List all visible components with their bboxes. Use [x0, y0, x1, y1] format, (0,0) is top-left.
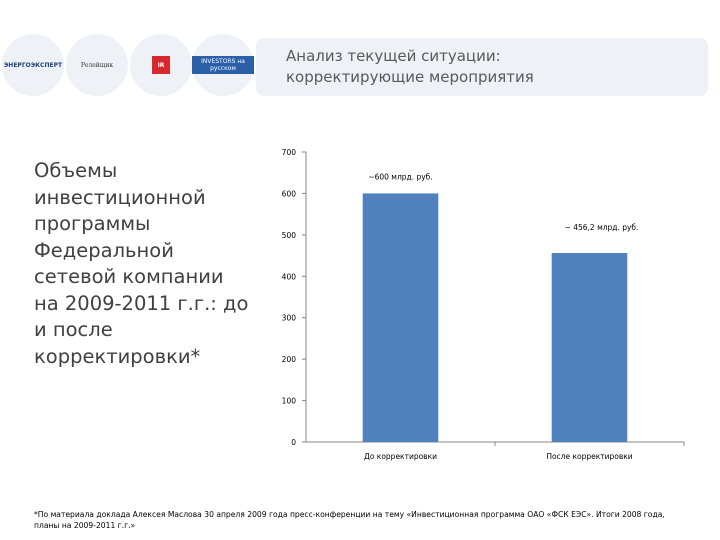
y-tick-label: 300: [282, 314, 297, 323]
source-footnote: *По материала доклада Алексея Маслова 30…: [34, 510, 665, 530]
bar-data-label: ~600 млрд. руб.: [368, 172, 432, 181]
y-tick-label: 700: [282, 148, 297, 157]
ir-logo[interactable]: IR: [130, 34, 192, 96]
x-category-label: После корректировки: [546, 452, 632, 461]
slide-title-line-1: Анализ текущей ситуации:: [286, 47, 501, 65]
chart-description-heading: Объемы инвестиционной программы Федераль…: [34, 159, 249, 368]
y-tick-label: 0: [291, 438, 296, 447]
bar-1: [362, 193, 439, 442]
x-category-label: До корректировки: [364, 452, 437, 461]
slide-title: Анализ текущей ситуации: корректирующие …: [286, 46, 534, 88]
energoexpert-logo[interactable]: ЭНЕРГОЭКСПЕРТ: [2, 34, 64, 96]
y-tick-label: 200: [282, 355, 297, 364]
y-tick-label: 100: [282, 397, 297, 406]
investors-logo[interactable]: INVESTORS на русском: [192, 34, 254, 96]
investment-bar-chart: 0 100 200 300 400 500 600 700 ~600 млрд. руб. До …: [282, 148, 685, 461]
slide-title-panel: Анализ текущей ситуации: корректирующие …: [256, 38, 708, 96]
bar-2: [551, 253, 628, 442]
investors-logo-text: INVESTORS на русском: [192, 56, 254, 74]
releyshchik-logo-text: Релейщик: [80, 61, 114, 69]
ir-logo-text: IR: [152, 56, 170, 74]
partner-logos: ЭНЕРГОЭКСПЕРТ Релейщик IR INVESTORS на р…: [0, 34, 260, 96]
bar-data-label: ~ 456,2 млрд. руб.: [565, 223, 639, 232]
slide-title-line-2: корректирующие мероприятия: [286, 68, 534, 86]
releyshchik-logo[interactable]: Релейщик: [66, 34, 128, 96]
energoexpert-logo-text: ЭНЕРГОЭКСПЕРТ: [3, 61, 63, 69]
y-tick-label: 500: [282, 231, 297, 240]
y-tick-label: 600: [282, 189, 297, 198]
y-tick-label: 400: [282, 272, 297, 281]
